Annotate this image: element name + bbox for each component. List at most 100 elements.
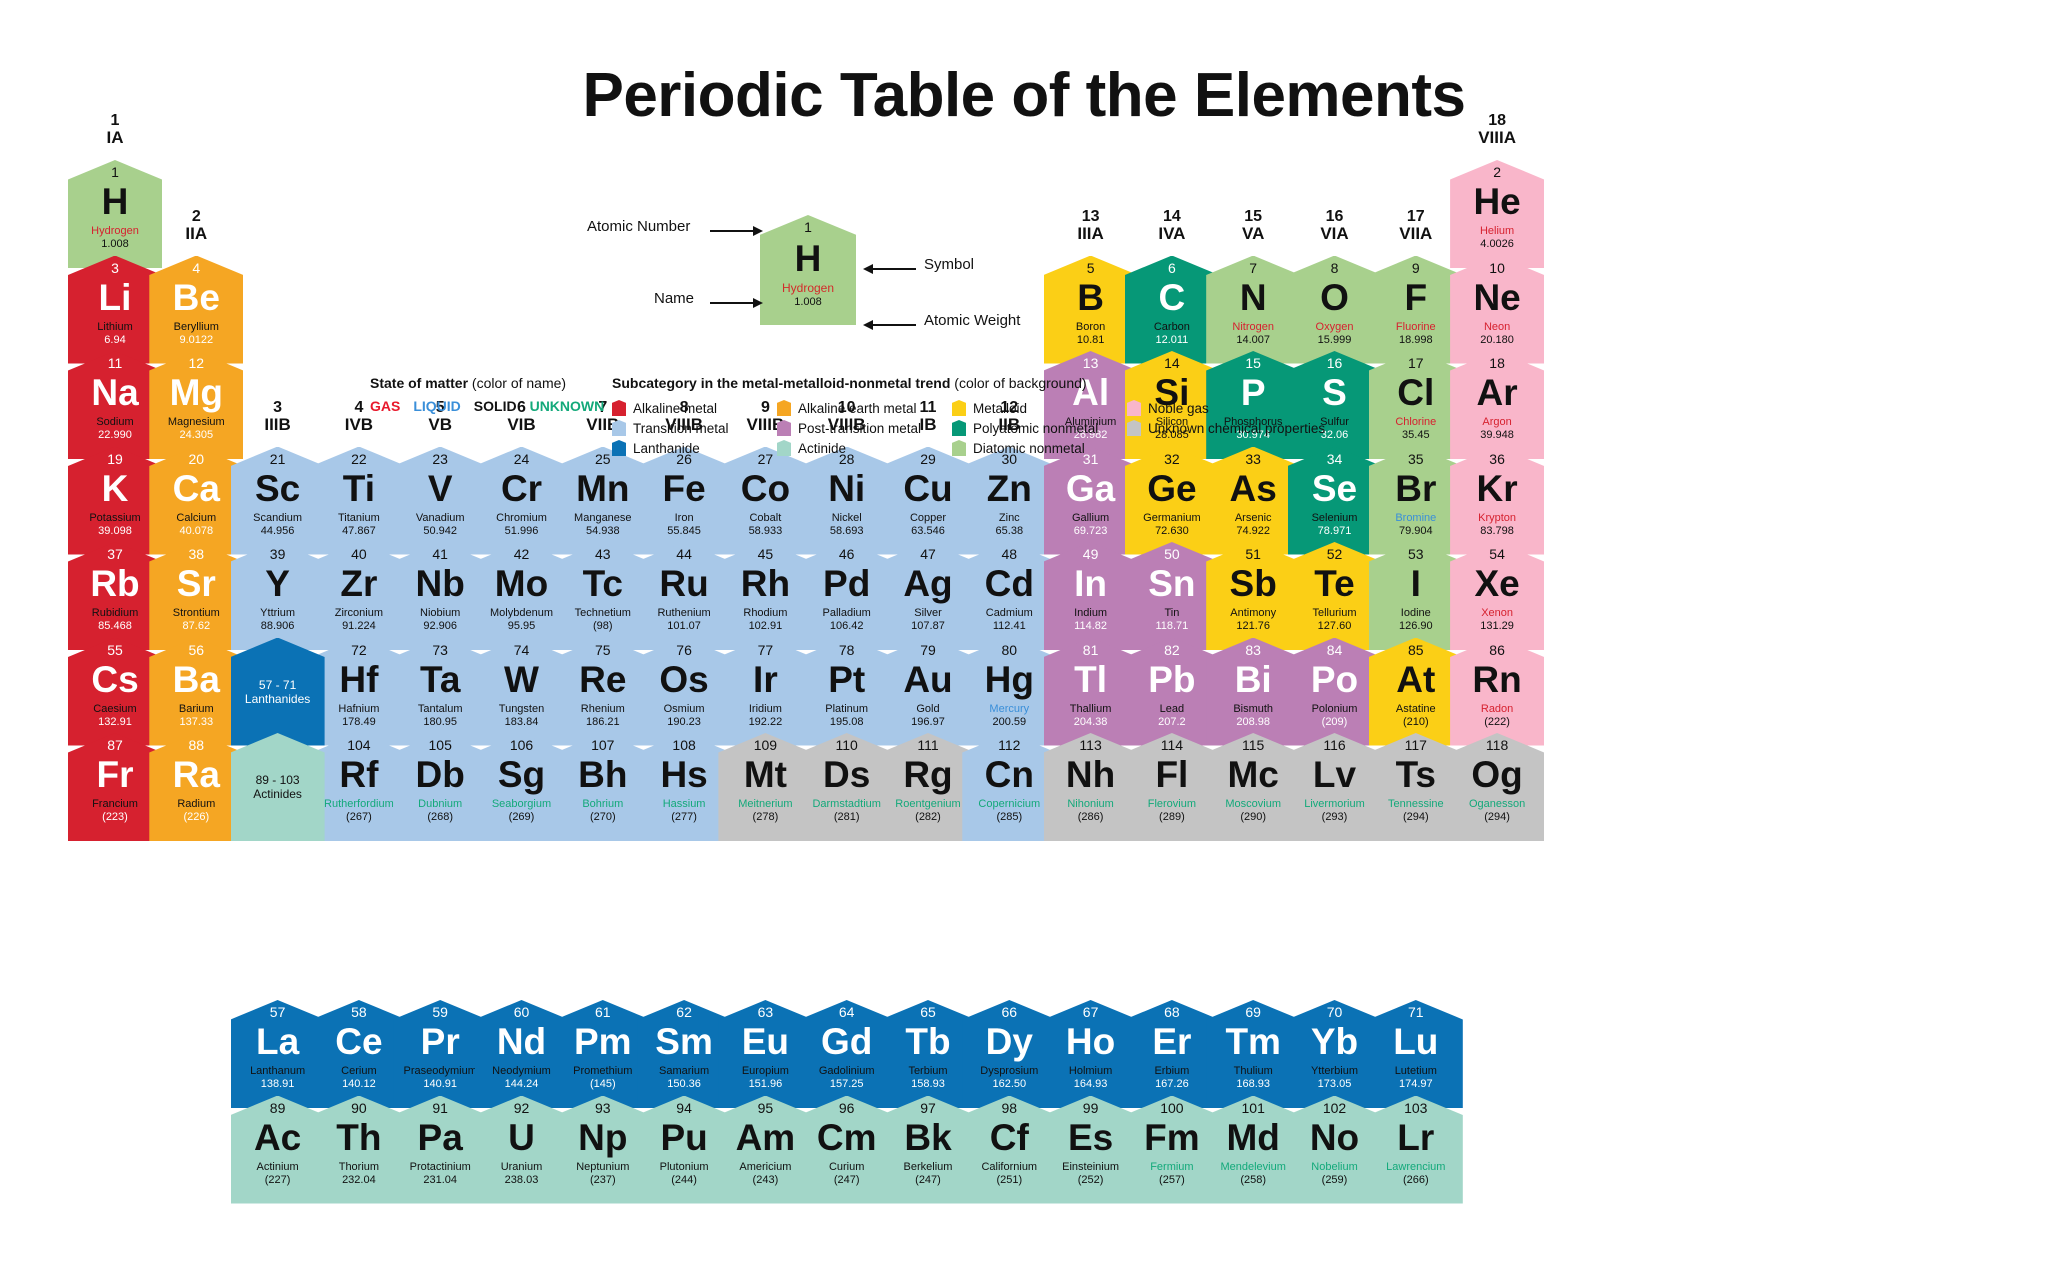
element-cell-mc[interactable]: 115 Mc Moscovium (290) — [1206, 733, 1301, 841]
lanthanide-cell-pm[interactable]: 61 Pm Promethium (145) — [555, 1000, 650, 1108]
actinide-cell-bk[interactable]: 97 Bk Berkelium (247) — [881, 1095, 975, 1204]
actinide-cell-am[interactable]: 95 Am Americium (243) — [718, 1095, 813, 1204]
element-cell-og[interactable]: 118 Og Oganesson (294) — [1450, 733, 1545, 841]
element-cell-f[interactable]: 9 F Fluorine 18.998 — [1368, 255, 1463, 364]
element-cell-fe[interactable]: 26 Fe Iron 55.845 — [637, 446, 732, 555]
series-placeholder-actinides[interactable]: 89 - 103 Actinides — [230, 733, 325, 841]
element-cell-n[interactable]: 7 N Nitrogen 14.007 — [1206, 255, 1301, 364]
actinide-cell-cm[interactable]: 96 Cm Curium (247) — [799, 1095, 894, 1204]
element-cell-ds[interactable]: 110 Ds Darmstadtium (281) — [799, 733, 894, 841]
element-cell-rg[interactable]: 111 Rg Roentgenium (282) — [881, 733, 975, 841]
element-cell-zn[interactable]: 30 Zn Zinc 65.38 — [962, 446, 1057, 555]
lanthanide-cell-tm[interactable]: 69 Tm Thulium 168.93 — [1206, 1000, 1301, 1108]
element-cell-mt[interactable]: 109 Mt Meitnerium (278) — [718, 733, 813, 841]
actinide-cell-np[interactable]: 93 Np Neptunium (237) — [555, 1095, 650, 1204]
lanthanide-cell-yb[interactable]: 70 Yb Ytterbium 173.05 — [1287, 1000, 1382, 1108]
lanthanide-cell-er[interactable]: 68 Er Erbium 167.26 — [1124, 1000, 1219, 1108]
element-cell-ir[interactable]: 77 Ir Iridium 192.22 — [718, 637, 813, 746]
element-cell-c[interactable]: 6 C Carbon 12.011 — [1124, 255, 1219, 364]
element-cell-rh[interactable]: 45 Rh Rhodium 102.91 — [718, 542, 813, 650]
element-cell-ar[interactable]: 18 Ar Argon 39.948 — [1450, 351, 1545, 459]
element-cell-sb[interactable]: 51 Sb Antimony 121.76 — [1206, 542, 1301, 650]
element-cell-hs[interactable]: 108 Hs Hassium (277) — [637, 733, 732, 841]
element-cell-li[interactable]: 3 Li Lithium 6.94 — [68, 255, 162, 364]
element-cell-ca[interactable]: 20 Ca Calcium 40.078 — [149, 446, 244, 555]
element-cell-at[interactable]: 85 At Astatine (210) — [1368, 637, 1463, 746]
element-cell-os[interactable]: 76 Os Osmium 190.23 — [637, 637, 732, 746]
element-cell-pd[interactable]: 46 Pd Palladium 106.42 — [799, 542, 894, 650]
element-cell-tc[interactable]: 43 Tc Technetium (98) — [555, 542, 650, 650]
element-cell-y[interactable]: 39 Y Yttrium 88.906 — [230, 542, 325, 650]
element-cell-au[interactable]: 79 Au Gold 196.97 — [881, 637, 975, 746]
element-cell-cn[interactable]: 112 Cn Copernicium (285) — [962, 733, 1057, 841]
lanthanide-cell-eu[interactable]: 63 Eu Europium 151.96 — [718, 1000, 813, 1108]
element-cell-cu[interactable]: 29 Cu Copper 63.546 — [881, 446, 975, 555]
element-cell-db[interactable]: 105 Db Dubnium (268) — [393, 733, 488, 841]
element-cell-k[interactable]: 19 K Potassium 39.098 — [68, 446, 162, 555]
actinide-cell-u[interactable]: 92 U Uranium 238.03 — [474, 1095, 569, 1204]
element-cell-b[interactable]: 5 B Boron 10.81 — [1043, 255, 1138, 364]
element-cell-h[interactable]: 1 H Hydrogen 1.008 — [68, 160, 162, 268]
element-cell-mg[interactable]: 12 Mg Magnesium 24.305 — [149, 351, 244, 459]
element-cell-fr[interactable]: 87 Fr Francium (223) — [68, 733, 162, 841]
element-cell-he[interactable]: 2 He Helium 4.0026 — [1450, 160, 1545, 268]
element-cell-sg[interactable]: 106 Sg Seaborgium (269) — [474, 733, 569, 841]
element-cell-hg[interactable]: 80 Hg Mercury 200.59 — [962, 637, 1057, 746]
actinide-cell-fm[interactable]: 100 Fm Fermium (257) — [1124, 1095, 1219, 1204]
actinide-cell-cf[interactable]: 98 Cf Californium (251) — [962, 1095, 1057, 1204]
element-cell-xe[interactable]: 54 Xe Xenon 131.29 — [1450, 542, 1545, 650]
element-cell-ts[interactable]: 117 Ts Tennessine (294) — [1368, 733, 1463, 841]
element-cell-fl[interactable]: 114 Fl Flerovium (289) — [1124, 733, 1219, 841]
element-cell-as[interactable]: 33 As Arsenic 74.922 — [1206, 446, 1301, 555]
element-cell-se[interactable]: 34 Se Selenium 78.971 — [1287, 446, 1382, 555]
lanthanide-cell-nd[interactable]: 60 Nd Neodymium 144.24 — [474, 1000, 569, 1108]
element-cell-ge[interactable]: 32 Ge Germanium 72.630 — [1124, 446, 1219, 555]
lanthanide-cell-lu[interactable]: 71 Lu Lutetium 174.97 — [1368, 1000, 1463, 1108]
element-cell-nb[interactable]: 41 Nb Niobium 92.906 — [393, 542, 488, 650]
element-cell-br[interactable]: 35 Br Bromine 79.904 — [1368, 446, 1463, 555]
element-cell-ru[interactable]: 44 Ru Ruthenium 101.07 — [637, 542, 732, 650]
element-cell-na[interactable]: 11 Na Sodium 22.990 — [68, 351, 162, 459]
lanthanide-cell-la[interactable]: 57 La Lanthanum 138.91 — [230, 1000, 325, 1108]
element-cell-sc[interactable]: 21 Sc Scandium 44.956 — [230, 446, 325, 555]
element-cell-zr[interactable]: 40 Zr Zirconium 91.224 — [311, 542, 406, 650]
element-cell-o[interactable]: 8 O Oxygen 15.999 — [1287, 255, 1382, 364]
actinide-cell-es[interactable]: 99 Es Einsteinium (252) — [1043, 1095, 1138, 1204]
element-cell-po[interactable]: 84 Po Polonium (209) — [1287, 637, 1382, 746]
element-cell-rf[interactable]: 104 Rf Rutherfordium (267) — [311, 733, 406, 841]
element-cell-ti[interactable]: 22 Ti Titanium 47.867 — [311, 446, 406, 555]
actinide-cell-ac[interactable]: 89 Ac Actinium (227) — [230, 1095, 325, 1204]
element-cell-tl[interactable]: 81 Tl Thallium 204.38 — [1043, 637, 1138, 746]
element-cell-ne[interactable]: 10 Ne Neon 20.180 — [1450, 255, 1545, 364]
element-cell-kr[interactable]: 36 Kr Krypton 83.798 — [1450, 446, 1545, 555]
element-cell-i[interactable]: 53 I Iodine 126.90 — [1368, 542, 1463, 650]
element-cell-rb[interactable]: 37 Rb Rubidium 85.468 — [68, 542, 162, 650]
element-cell-cd[interactable]: 48 Cd Cadmium 112.41 — [962, 542, 1057, 650]
element-cell-v[interactable]: 23 V Vanadium 50.942 — [393, 446, 488, 555]
element-cell-pt[interactable]: 78 Pt Platinum 195.08 — [799, 637, 894, 746]
actinide-cell-no[interactable]: 102 No Nobelium (259) — [1287, 1095, 1382, 1204]
element-cell-ta[interactable]: 73 Ta Tantalum 180.95 — [393, 637, 488, 746]
element-cell-cr[interactable]: 24 Cr Chromium 51.996 — [474, 446, 569, 555]
element-cell-ni[interactable]: 28 Ni Nickel 58.693 — [799, 446, 894, 555]
element-cell-ba[interactable]: 56 Ba Barium 137.33 — [149, 637, 244, 746]
element-cell-re[interactable]: 75 Re Rhenium 186.21 — [555, 637, 650, 746]
element-cell-in[interactable]: 49 In Indium 114.82 — [1043, 542, 1138, 650]
element-cell-p[interactable]: 15 P Phosphorus 30.974 — [1206, 351, 1301, 459]
element-cell-cl[interactable]: 17 Cl Chlorine 35.45 — [1368, 351, 1463, 459]
element-cell-mo[interactable]: 42 Mo Molybdenum 95.95 — [474, 542, 569, 650]
element-cell-te[interactable]: 52 Te Tellurium 127.60 — [1287, 542, 1382, 650]
actinide-cell-lr[interactable]: 103 Lr Lawrencium (266) — [1368, 1095, 1463, 1204]
element-cell-be[interactable]: 4 Be Beryllium 9.0122 — [149, 255, 244, 364]
element-cell-hf[interactable]: 72 Hf Hafnium 178.49 — [311, 637, 406, 746]
element-cell-co[interactable]: 27 Co Cobalt 58.933 — [718, 446, 813, 555]
lanthanide-cell-sm[interactable]: 62 Sm Samarium 150.36 — [637, 1000, 732, 1108]
actinide-cell-th[interactable]: 90 Th Thorium 232.04 — [311, 1095, 406, 1204]
element-cell-bh[interactable]: 107 Bh Bohrium (270) — [555, 733, 650, 841]
lanthanide-cell-dy[interactable]: 66 Dy Dysprosium 162.50 — [962, 1000, 1057, 1108]
element-cell-s[interactable]: 16 S Sulfur 32.06 — [1287, 351, 1382, 459]
element-cell-pb[interactable]: 82 Pb Lead 207.2 — [1124, 637, 1219, 746]
element-cell-cs[interactable]: 55 Cs Caesium 132.91 — [68, 637, 162, 746]
element-cell-sn[interactable]: 50 Sn Tin 118.71 — [1124, 542, 1219, 650]
lanthanide-cell-gd[interactable]: 64 Gd Gadolinium 157.25 — [799, 1000, 894, 1108]
